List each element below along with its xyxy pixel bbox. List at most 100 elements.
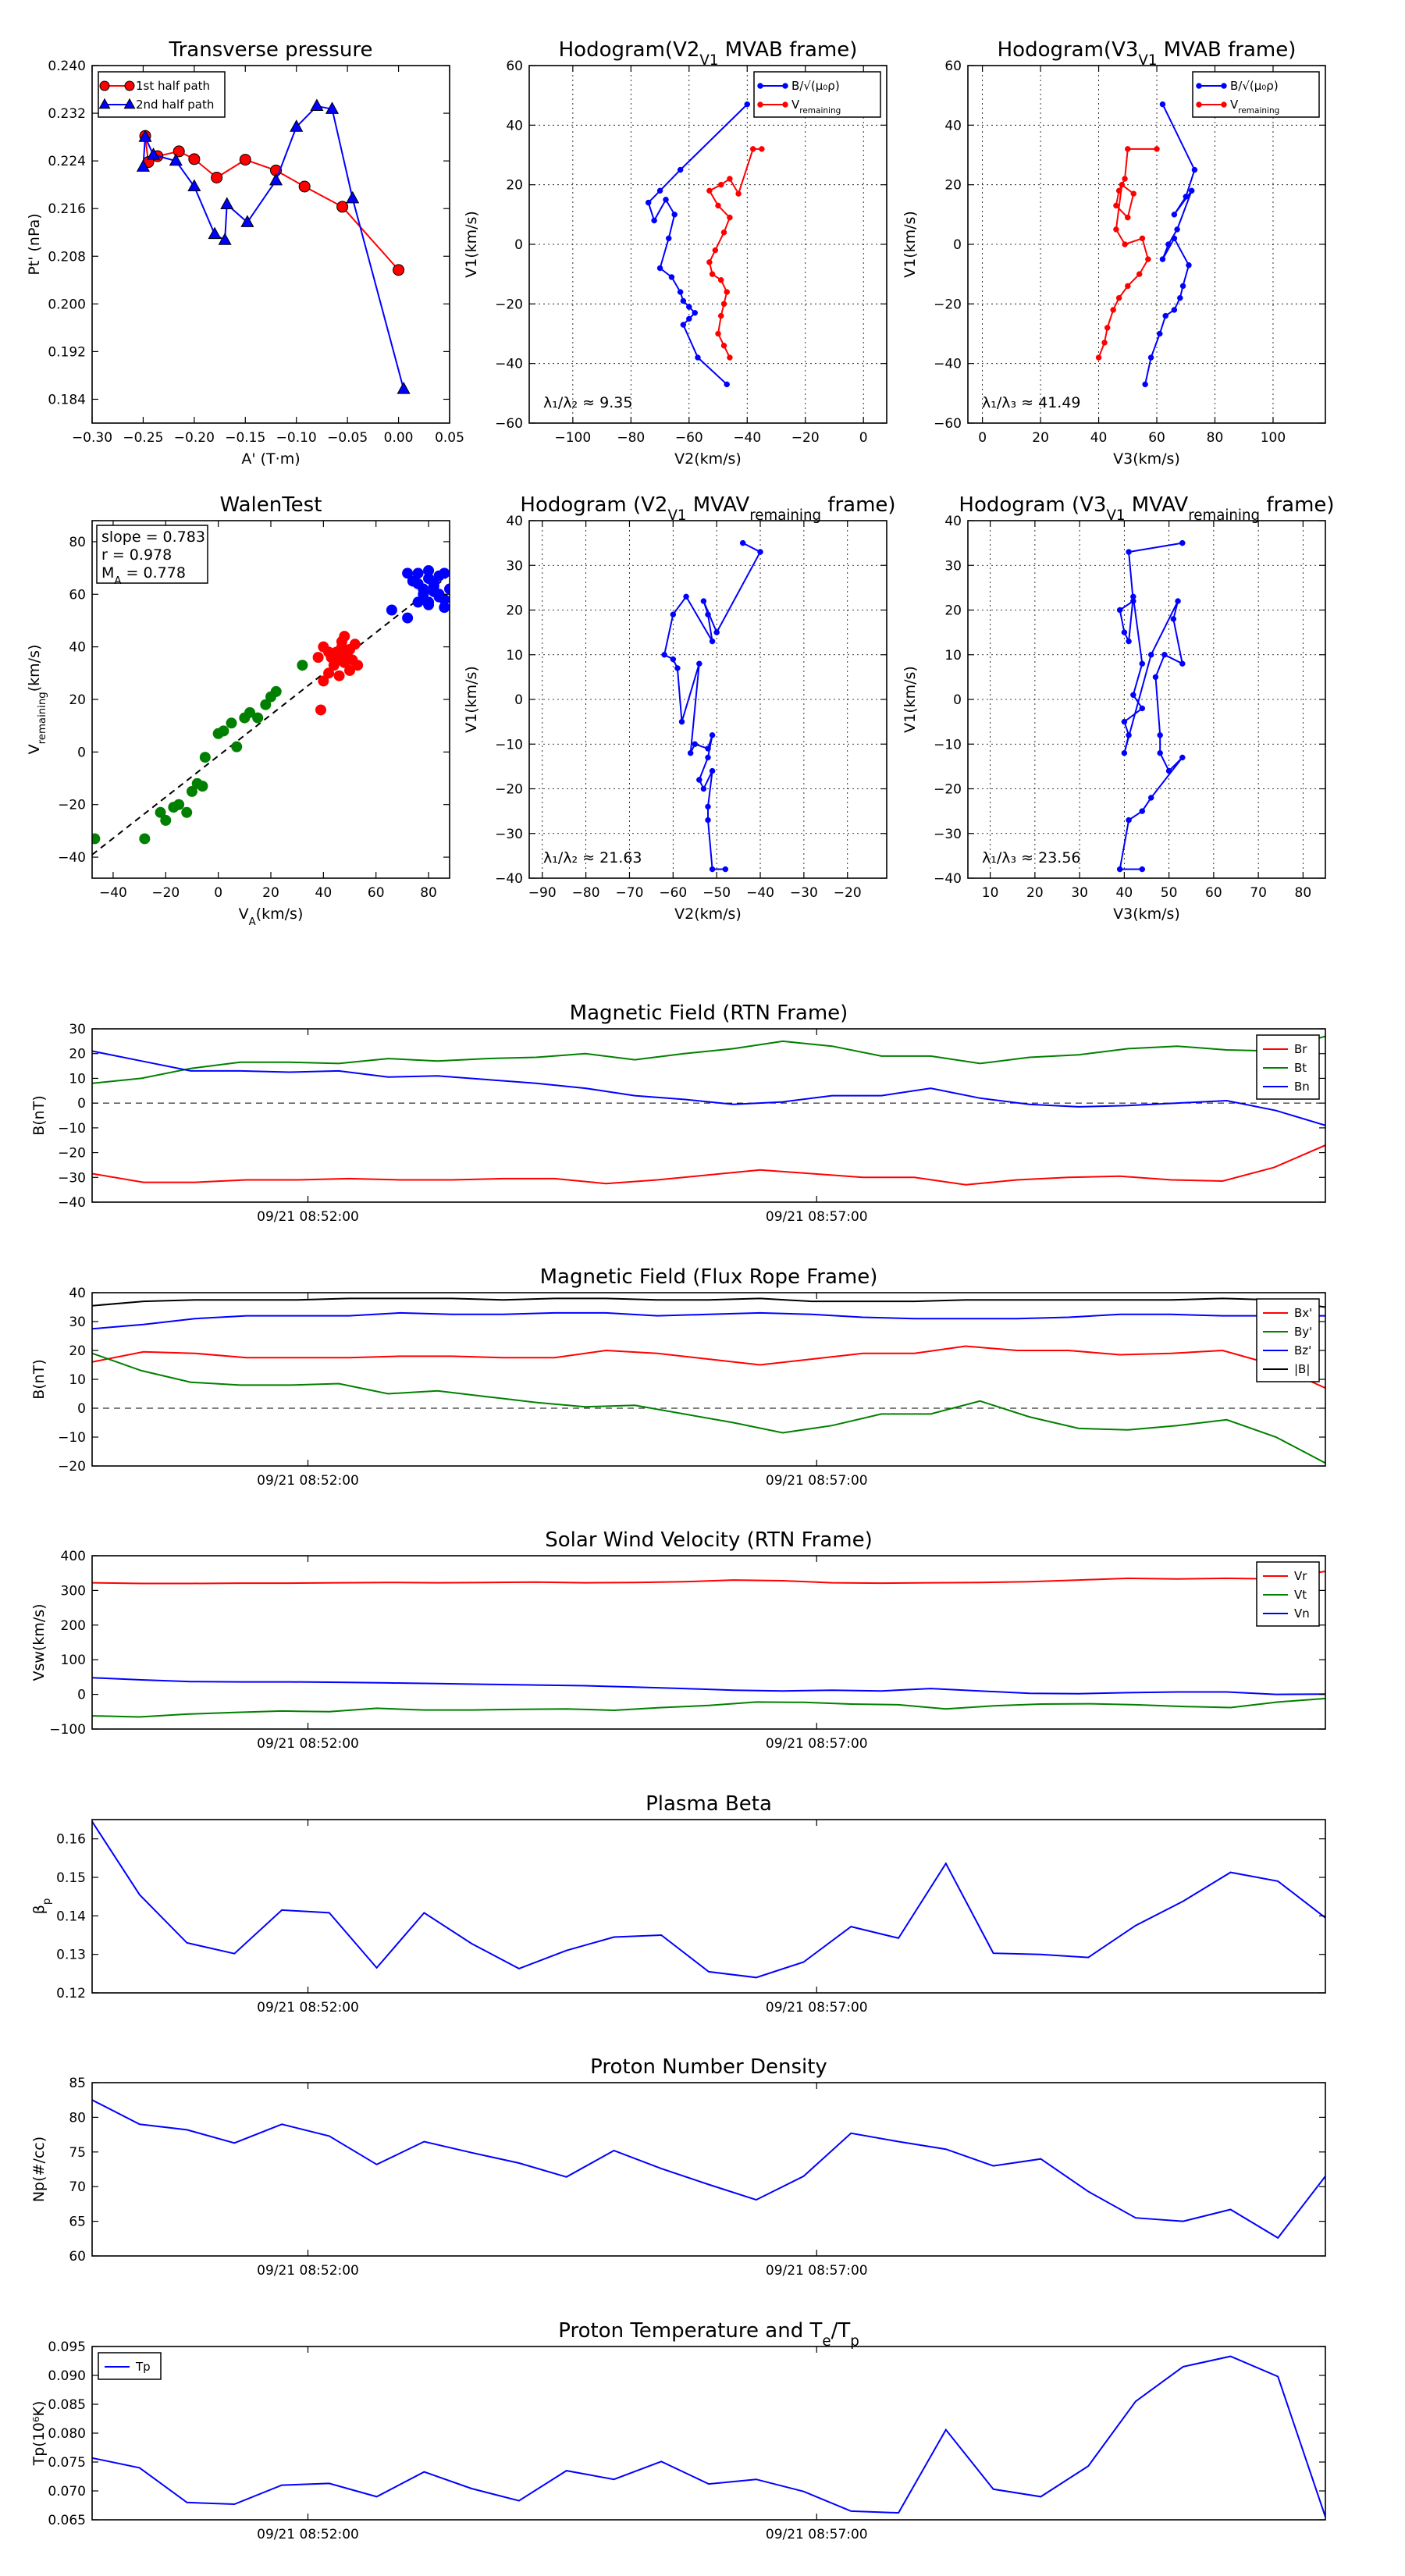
x-tick-label: −20	[151, 885, 180, 901]
data-point	[1147, 354, 1154, 361]
y-tick-label: −20	[495, 782, 523, 798]
axes-frame	[91, 2082, 1326, 2257]
legend-label: B/√(μ₀ρ)	[1230, 79, 1279, 93]
scatter-point	[347, 654, 358, 666]
data-point	[713, 629, 720, 635]
data-point	[757, 549, 763, 555]
x-tick-label: 09/21 08:57:00	[766, 2263, 868, 2279]
data-point	[677, 289, 684, 295]
scatter-point	[218, 725, 229, 737]
x-tick-label: 50	[1161, 885, 1178, 901]
chart-title: WalenTest	[220, 493, 322, 517]
scatter-point	[181, 806, 193, 818]
data-point	[749, 146, 756, 152]
stats-line: MA = 0.778	[101, 564, 186, 587]
x-tick-label: 0	[859, 430, 868, 446]
x-tick-label: 09/21 08:57:00	[766, 2527, 868, 2542]
plot-area	[92, 564, 450, 856]
data-point	[1113, 226, 1119, 233]
y-tick-label: 40	[506, 514, 523, 529]
data-point	[1116, 866, 1123, 873]
x-tick-label: −80	[572, 885, 600, 901]
y-tick-label: 0	[953, 692, 962, 708]
series-line-1	[92, 1035, 1325, 1084]
data-point	[1157, 330, 1163, 337]
scatter-point	[402, 612, 414, 624]
chart-vsw: 09/21 08:52:00 09/21 08:57:00 −100 0 100 200 3…	[30, 1528, 1326, 1752]
data-point	[705, 611, 711, 617]
chart-mag_fr: 09/21 08:52:00 09/21 08:57:00 −20 −10 0 10 20 3…	[30, 1265, 1326, 1489]
data-point	[706, 259, 713, 265]
data-point	[727, 214, 733, 221]
x-tick-label: −30	[790, 885, 818, 901]
scatter-point	[428, 585, 439, 597]
legend-label: 1st half path	[136, 79, 210, 93]
stats-box	[96, 525, 208, 584]
fit-line	[92, 574, 450, 856]
chart-title: Hodogram(V2V1 MVAB frame)	[559, 38, 858, 69]
series-line-1	[92, 1352, 1325, 1464]
y-tick-label: −10	[58, 1121, 86, 1137]
y-tick-label: 0.240	[48, 59, 86, 74]
y-tick-label: −20	[58, 1146, 86, 1162]
data-point	[696, 777, 702, 783]
scatter-point	[244, 706, 256, 718]
legend-marker	[1221, 101, 1227, 108]
scatter-point	[423, 596, 435, 608]
data-point	[1130, 593, 1136, 600]
x-tick-label: 40	[315, 885, 333, 901]
y-axis-label: Vremaining(km/s)	[26, 645, 48, 755]
data-point	[1179, 283, 1186, 290]
plot-area	[92, 2355, 1325, 2517]
data-point	[670, 611, 677, 617]
data-point	[674, 665, 681, 671]
data-point	[1171, 235, 1178, 242]
scatter-point	[318, 675, 329, 687]
data-point	[695, 354, 701, 361]
y-tick-label: 0	[953, 237, 962, 253]
series-line-2	[92, 1050, 1325, 1126]
scatter-point	[412, 578, 424, 589]
data-point	[1115, 187, 1122, 194]
x-tick-label: 0.05	[435, 430, 464, 446]
series-line-2	[92, 1677, 1325, 1695]
series-line-1	[92, 1697, 1325, 1718]
data-point	[739, 539, 746, 546]
chart-title: Hodogram(V3V1 MVAB frame)	[998, 38, 1297, 69]
chart-title: Proton Temperature and Te/Tp	[558, 2319, 859, 2350]
series-line-0	[92, 2099, 1325, 2240]
y-tick-label: 0	[77, 1688, 86, 1703]
legend-label: Bn	[1294, 1080, 1310, 1094]
data-point	[1095, 354, 1102, 361]
series-line-0	[1119, 542, 1184, 870]
y-tick-label: 0.15	[56, 1870, 86, 1886]
data-point	[712, 247, 719, 254]
axes-frame	[91, 2346, 1326, 2521]
data-point	[1170, 616, 1177, 622]
data-point	[310, 98, 324, 112]
data-point	[692, 741, 698, 747]
data-point	[718, 312, 724, 319]
chart-title: Proton Number Density	[590, 2055, 827, 2079]
y-tick-label: −60	[934, 416, 962, 432]
legend-marker	[123, 98, 136, 109]
y-tick-label: 75	[69, 2145, 86, 2161]
legend-box	[753, 71, 881, 118]
data-point	[1139, 705, 1146, 712]
data-point	[1162, 312, 1168, 319]
data-point	[718, 277, 724, 283]
scatter-point	[139, 833, 151, 845]
data-point	[686, 304, 692, 310]
x-tick-label: 09/21 08:57:00	[766, 1209, 868, 1225]
chart-title: Magnetic Field (RTN Frame)	[570, 1002, 848, 1025]
series-line-0	[92, 1345, 1325, 1389]
y-tick-label: 0.075	[48, 2455, 86, 2471]
legend-marker	[782, 101, 788, 108]
data-point	[727, 176, 733, 182]
data-point	[1179, 660, 1186, 667]
scatter-point	[339, 631, 350, 642]
y-tick-label: 0.080	[48, 2426, 86, 2442]
x-tick-label: 20	[1026, 885, 1044, 901]
x-tick-label: 0.00	[384, 430, 414, 446]
data-point	[1121, 629, 1128, 635]
